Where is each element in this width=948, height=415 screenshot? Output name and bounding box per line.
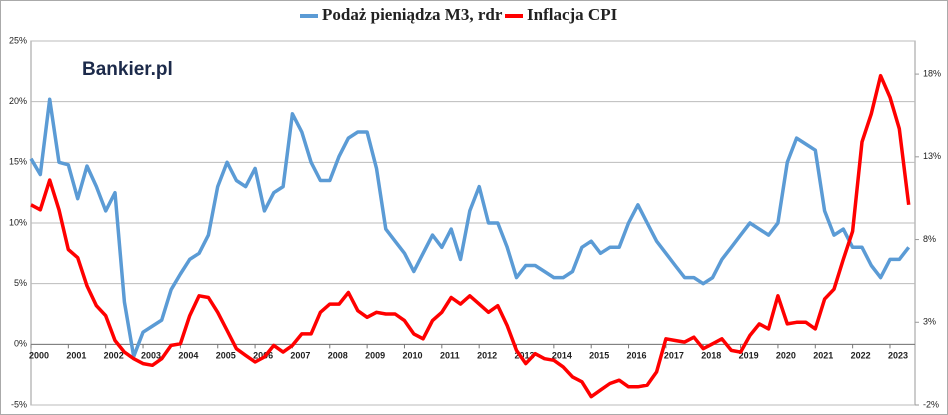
y2-tick-label: 8% — [923, 234, 936, 244]
x-tick-label: 2005 — [216, 351, 236, 361]
x-tick-label: 2010 — [402, 351, 422, 361]
x-tick-label: 2009 — [365, 351, 385, 361]
x-tick-label: 2006 — [253, 351, 273, 361]
y-tick-label: 15% — [9, 157, 27, 167]
x-tick-label: 2001 — [66, 351, 86, 361]
x-tick-label: 2011 — [440, 351, 460, 361]
x-tick-label: 2014 — [552, 351, 572, 361]
series-line — [29, 97, 911, 359]
x-tick-label: 2016 — [627, 351, 647, 361]
y2-tick-label: -2% — [923, 399, 939, 409]
x-tick-label: 2013 — [514, 351, 534, 361]
y2-tick-label: 13% — [923, 151, 941, 161]
x-tick-label: 2008 — [328, 351, 348, 361]
x-tick-label: 2012 — [477, 351, 497, 361]
x-tick-label: 2004 — [178, 351, 198, 361]
y2-tick-label: 18% — [923, 68, 941, 78]
x-tick-label: 2003 — [141, 351, 161, 361]
x-tick-label: 2015 — [589, 351, 609, 361]
x-tick-label: 2020 — [776, 351, 796, 361]
x-tick-label: 2022 — [851, 351, 871, 361]
legend-label: Podaż pieniądza M3, rdr — [322, 5, 503, 24]
x-tick-label: 2000 — [29, 351, 49, 361]
x-tick-label: 2002 — [104, 351, 124, 361]
y-tick-label: -5% — [11, 399, 27, 409]
y-tick-label: 0% — [14, 339, 27, 349]
y-tick-label: 5% — [14, 278, 27, 288]
x-tick-label: 2007 — [290, 351, 310, 361]
y2-tick-label: 3% — [923, 317, 936, 327]
x-tick-label: 2019 — [739, 351, 759, 361]
x-tick-label: 2017 — [664, 351, 684, 361]
y-tick-label: 10% — [9, 217, 27, 227]
series-line — [30, 73, 911, 399]
watermark: Bankier.pl — [82, 59, 173, 80]
legend-label: Inflacja CPI — [527, 5, 618, 24]
x-tick-label: 2018 — [701, 351, 721, 361]
x-tick-label: 2023 — [888, 351, 908, 361]
x-tick-label: 2021 — [813, 351, 833, 361]
y-tick-label: 25% — [9, 35, 27, 45]
y-tick-label: 20% — [9, 96, 27, 106]
